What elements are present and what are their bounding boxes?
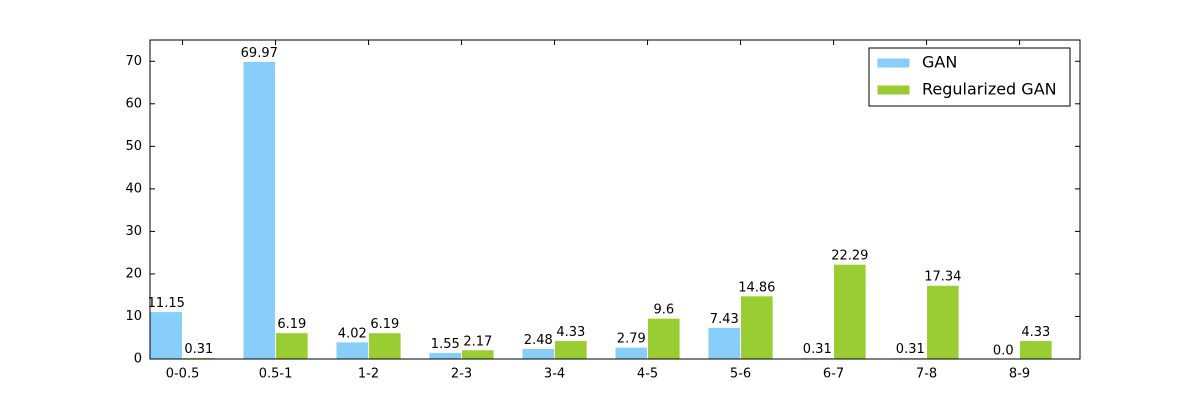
value-label: 11.15 bbox=[148, 296, 185, 311]
y-tick-label: 40 bbox=[125, 181, 142, 196]
value-label: 6.19 bbox=[277, 317, 306, 332]
value-label: 6.19 bbox=[370, 317, 399, 332]
value-label: 0.31 bbox=[803, 342, 832, 357]
value-label: 0.31 bbox=[184, 342, 213, 357]
y-tick-label: 30 bbox=[125, 224, 142, 239]
value-label: 4.02 bbox=[338, 326, 367, 341]
bar bbox=[242, 60, 277, 360]
bar bbox=[461, 349, 495, 360]
bar bbox=[275, 332, 309, 360]
legend-swatch bbox=[876, 84, 911, 96]
value-label: 4.33 bbox=[1021, 325, 1050, 340]
value-label: 2.48 bbox=[524, 333, 553, 348]
x-tick-label: 0-0.5 bbox=[166, 367, 200, 382]
bar bbox=[614, 346, 649, 360]
value-label: 2.17 bbox=[463, 334, 492, 349]
x-tick-label: 0.5-1 bbox=[259, 367, 293, 382]
x-tick-label: 4-5 bbox=[637, 367, 658, 382]
plot-frame bbox=[149, 39, 1081, 360]
bar bbox=[740, 295, 774, 360]
value-label: 0.0 bbox=[993, 344, 1014, 359]
bar bbox=[833, 263, 867, 360]
bar bbox=[1019, 340, 1053, 360]
legend-swatch bbox=[876, 57, 911, 69]
y-tick-label: 50 bbox=[125, 139, 142, 154]
legend-label: GAN bbox=[922, 53, 957, 72]
value-label: 7.43 bbox=[710, 312, 739, 327]
legend: GAN Regularized GAN bbox=[868, 47, 1071, 107]
value-label: 9.6 bbox=[653, 303, 674, 318]
bar bbox=[428, 351, 463, 360]
x-tick-label: 8-9 bbox=[1009, 367, 1030, 382]
value-label: 22.29 bbox=[831, 249, 868, 264]
bar bbox=[707, 326, 742, 360]
x-tick-label: 7-8 bbox=[916, 367, 937, 382]
legend-label: Regularized GAN bbox=[922, 80, 1057, 99]
bar bbox=[521, 347, 556, 360]
y-tick-label: 70 bbox=[125, 54, 142, 69]
value-label: 17.34 bbox=[924, 270, 961, 285]
y-tick-label: 60 bbox=[125, 96, 142, 111]
y-tick-label: 10 bbox=[125, 309, 142, 324]
x-tick-label: 6-7 bbox=[823, 367, 844, 382]
y-tick-label: 20 bbox=[125, 266, 142, 281]
x-tick-label: 5-6 bbox=[730, 367, 751, 382]
bar bbox=[926, 284, 960, 360]
value-label: 4.33 bbox=[556, 325, 585, 340]
bar bbox=[647, 317, 681, 360]
bar bbox=[335, 341, 370, 360]
x-tick-label: 2-3 bbox=[451, 367, 472, 382]
value-label: 1.55 bbox=[431, 337, 460, 352]
value-label: 14.86 bbox=[738, 280, 775, 295]
value-label: 0.31 bbox=[896, 342, 925, 357]
x-tick-label: 3-4 bbox=[544, 367, 565, 382]
x-tick-label: 1-2 bbox=[358, 367, 379, 382]
bar bbox=[554, 340, 588, 360]
value-label: 69.97 bbox=[241, 46, 278, 61]
bar bbox=[368, 332, 402, 360]
y-tick-label: 0 bbox=[134, 352, 142, 367]
bar bbox=[149, 311, 184, 360]
value-label: 2.79 bbox=[617, 332, 646, 347]
